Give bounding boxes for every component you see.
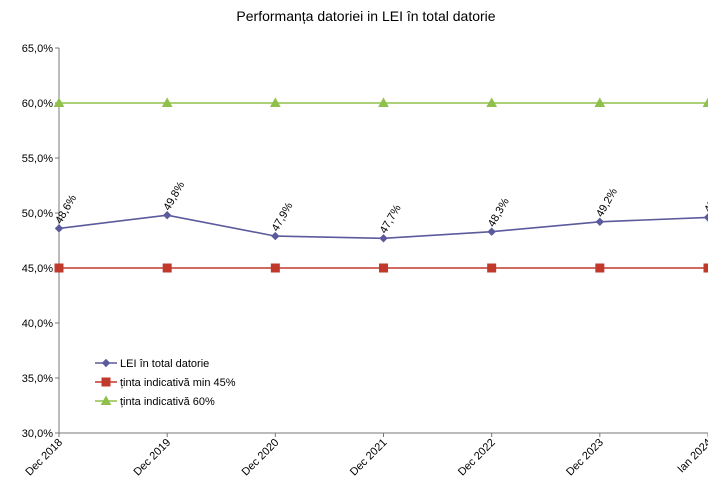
chart-title: Performanța datoriei in LEI în total dat…	[236, 8, 495, 24]
series-point-0	[487, 227, 496, 236]
data-labels: 48,6% 49,8% 47,9% 47,7% 48,3% 49,2% 49,6%	[53, 179, 708, 235]
series-point-2	[702, 97, 708, 107]
x-tick-label: Dec 2019	[132, 437, 174, 479]
series-point-1	[54, 263, 64, 273]
data-label: 49,2%	[594, 186, 620, 219]
legend: LEI în total datorie ținta indicativă min…	[95, 358, 236, 408]
data-label: 48,6%	[53, 193, 79, 226]
series-point-0	[271, 231, 280, 241]
y-tick-label: 35,0%	[22, 373, 53, 385]
data-label: 49,6%	[702, 182, 708, 215]
legend-item-label: LEI în total datorie	[120, 358, 209, 370]
axes: 30,0% 35,0% 40,0% 45,0% 50,0% 55,0% 60,0% 65,0%…	[22, 43, 708, 478]
series-point-0	[703, 213, 708, 222]
data-label: 47,7%	[378, 203, 404, 236]
series-point-1	[270, 263, 280, 273]
x-tick-label: Ian 2024	[675, 437, 708, 476]
series-point-2	[486, 97, 498, 107]
series-point-0	[379, 234, 388, 243]
legend-marker	[101, 377, 111, 387]
x-tick-label: Dec 2023	[564, 437, 606, 479]
x-tick-label: Dec 2018	[23, 437, 65, 479]
y-tick-label: 50,0%	[22, 208, 53, 220]
series-point-1	[162, 263, 172, 273]
legend-marker	[100, 395, 112, 405]
series-point-0	[595, 217, 605, 227]
series-point-2	[53, 97, 65, 107]
series-point-2	[269, 97, 281, 107]
y-tick-label: 45,0%	[22, 263, 53, 275]
y-tick-label: 40,0%	[22, 318, 53, 330]
series-point-0	[162, 210, 172, 220]
data-label: 47,9%	[270, 200, 296, 233]
x-tick-label: Dec 2021	[348, 437, 390, 479]
x-tick-label: Dec 2020	[240, 437, 282, 479]
series-point-1	[379, 263, 388, 273]
y-tick-label: 60,0%	[22, 98, 53, 110]
data-label: 49,8%	[161, 179, 187, 212]
series-point-2	[594, 97, 606, 107]
series-point-1	[703, 263, 708, 273]
series-point-0	[54, 224, 64, 233]
series-point-1	[487, 263, 497, 273]
legend-item-label: ținta indicativă min 45%	[120, 377, 236, 389]
series-point-2	[161, 97, 173, 107]
y-tick-label: 65,0%	[22, 43, 53, 55]
x-tick-label: Dec 2022	[456, 437, 498, 479]
series-group	[53, 97, 708, 273]
y-tick-label: 30,0%	[22, 428, 53, 440]
series-point-1	[595, 263, 605, 273]
series-point-2	[378, 97, 389, 107]
legend-item-label: ținta indicativă 60%	[120, 396, 215, 408]
legend-marker	[101, 358, 111, 368]
data-label: 48,3%	[486, 196, 512, 229]
y-tick-label: 55,0%	[22, 153, 53, 165]
